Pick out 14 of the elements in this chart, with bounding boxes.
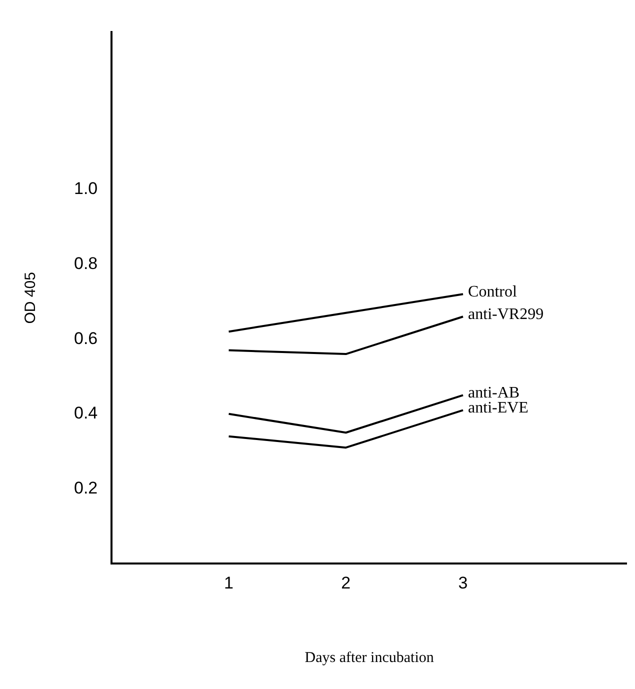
x-tick-label: 3 bbox=[458, 573, 468, 592]
y-tick-label: 0.8 bbox=[74, 254, 98, 273]
series-label: anti-EVE bbox=[468, 399, 528, 416]
y-tick-label: 0.6 bbox=[74, 328, 98, 348]
y-axis-title: OD 405 bbox=[22, 272, 40, 324]
y-tick-label: 0.2 bbox=[74, 478, 98, 498]
series-label: anti-AB bbox=[468, 384, 520, 402]
x-axis-title: Days after incubation bbox=[304, 650, 434, 666]
y-tick-label: 0.4 bbox=[74, 404, 98, 423]
x-tick-label: 1 bbox=[224, 573, 234, 592]
x-tick-label: 2 bbox=[341, 573, 351, 592]
series-label: Control bbox=[468, 283, 518, 300]
series-label: anti-VR299 bbox=[468, 306, 544, 323]
y-tick-label: 1.0 bbox=[74, 179, 98, 198]
